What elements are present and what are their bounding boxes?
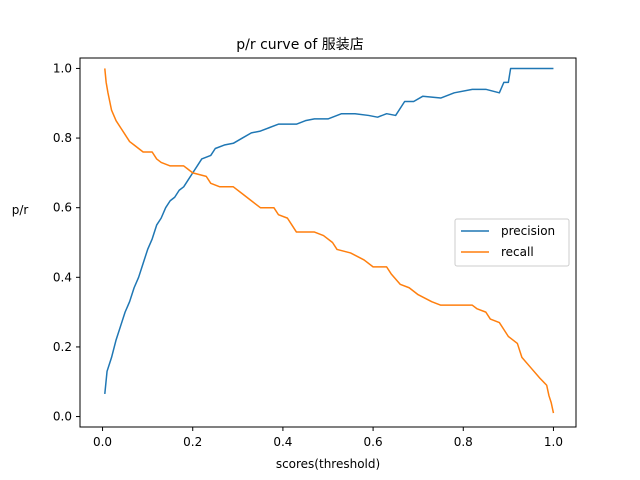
y-axis-label: p/r bbox=[12, 203, 29, 217]
series-line-precision bbox=[104, 67, 554, 395]
x-tick-label: 0.2 bbox=[183, 435, 202, 449]
y-axis: 0.0 0.2 0.4 0.6 0.8 1.0 bbox=[53, 61, 80, 424]
y-tick-label: 0.8 bbox=[53, 131, 72, 145]
x-axis: 0.0 0.2 0.4 0.6 0.8 1.0 bbox=[93, 427, 563, 449]
x-tick-label: 1.0 bbox=[544, 435, 563, 449]
y-tick-label: 0.6 bbox=[53, 201, 72, 215]
chart-title: p/r curve of 服装店 bbox=[236, 37, 363, 53]
x-tick-label: 0.8 bbox=[454, 435, 473, 449]
plot-frame bbox=[79, 57, 577, 428]
legend-label-precision: precision bbox=[501, 224, 555, 238]
legend-label-recall: recall bbox=[501, 245, 534, 259]
legend: precision recall bbox=[454, 218, 570, 267]
y-tick-label: 1.0 bbox=[53, 61, 72, 75]
x-axis-label: scores(threshold) bbox=[276, 457, 380, 471]
y-tick-label: 0.4 bbox=[53, 270, 72, 284]
y-tick-label: 0.2 bbox=[53, 340, 72, 354]
x-tick-label: 0.0 bbox=[93, 435, 112, 449]
y-tick-label: 0.0 bbox=[53, 410, 72, 424]
x-tick-label: 0.6 bbox=[364, 435, 383, 449]
x-tick-label: 0.4 bbox=[273, 435, 292, 449]
plot-series bbox=[104, 67, 555, 414]
series-line-recall bbox=[104, 68, 555, 414]
